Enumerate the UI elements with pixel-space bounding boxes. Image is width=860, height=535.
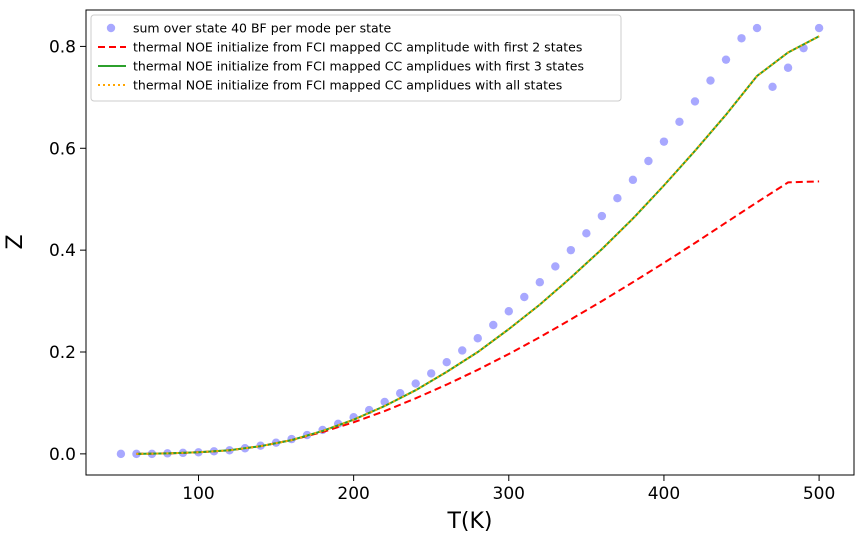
data-point bbox=[783, 63, 793, 72]
data-point bbox=[489, 320, 498, 330]
data-point bbox=[442, 357, 451, 367]
data-point bbox=[737, 34, 746, 43]
x-tick-label: 500 bbox=[803, 484, 835, 504]
legend-label: thermal NOE initialize from FCI mapped C… bbox=[133, 40, 582, 55]
series-line-1 bbox=[136, 180, 820, 455]
data-point bbox=[752, 23, 762, 33]
legend-label: thermal NOE initialize from FCI mapped C… bbox=[133, 78, 562, 93]
y-tick-label: 0.4 bbox=[49, 241, 76, 261]
legend-label: sum over state 40 BF per mode per state bbox=[133, 21, 392, 36]
data-point bbox=[706, 76, 715, 85]
data-point bbox=[613, 193, 622, 203]
data-point bbox=[582, 229, 591, 238]
data-point bbox=[675, 117, 684, 126]
legend: sum over state 40 BF per mode per state t… bbox=[90, 14, 622, 102]
y-tick-label: 0.0 bbox=[49, 445, 76, 465]
data-point bbox=[628, 175, 638, 185]
data-point bbox=[395, 389, 405, 398]
y-tick-label: 0.8 bbox=[49, 37, 76, 57]
data-point bbox=[458, 346, 467, 355]
data-point bbox=[768, 82, 777, 91]
data-point bbox=[411, 379, 420, 388]
data-point bbox=[551, 262, 560, 271]
legend-label: thermal NOE initialize from FCI mapped C… bbox=[133, 59, 584, 74]
series-line-3 bbox=[136, 35, 820, 455]
data-point bbox=[520, 292, 529, 302]
series-markers bbox=[116, 23, 824, 459]
data-point bbox=[566, 245, 576, 255]
data-point bbox=[535, 278, 545, 287]
data-point bbox=[690, 97, 700, 106]
data-point bbox=[116, 449, 126, 459]
data-point bbox=[721, 55, 731, 64]
data-point bbox=[644, 156, 653, 166]
y-tick-label: 0.6 bbox=[49, 139, 76, 159]
y-axis-label: Z bbox=[3, 234, 28, 249]
data-point bbox=[814, 23, 824, 33]
x-tick-label: 400 bbox=[648, 484, 680, 504]
tick-layer: 100 200 300 400 500 0.0 0.2 0.4 0.6 0.8 bbox=[49, 37, 835, 504]
series-layer bbox=[116, 23, 824, 459]
x-tick-label: 100 bbox=[182, 484, 214, 504]
plot-area bbox=[85, 9, 855, 476]
data-point bbox=[427, 369, 436, 378]
data-point bbox=[473, 334, 482, 343]
data-point bbox=[597, 211, 607, 221]
data-point bbox=[659, 137, 669, 146]
data-point bbox=[504, 307, 513, 316]
legend-marker bbox=[106, 23, 116, 33]
legend-box bbox=[90, 14, 622, 102]
x-tick-label: 200 bbox=[337, 484, 369, 504]
x-axis-label: T(K) bbox=[446, 509, 492, 534]
x-tick-label: 300 bbox=[493, 484, 525, 504]
y-tick-label: 0.2 bbox=[49, 343, 76, 363]
